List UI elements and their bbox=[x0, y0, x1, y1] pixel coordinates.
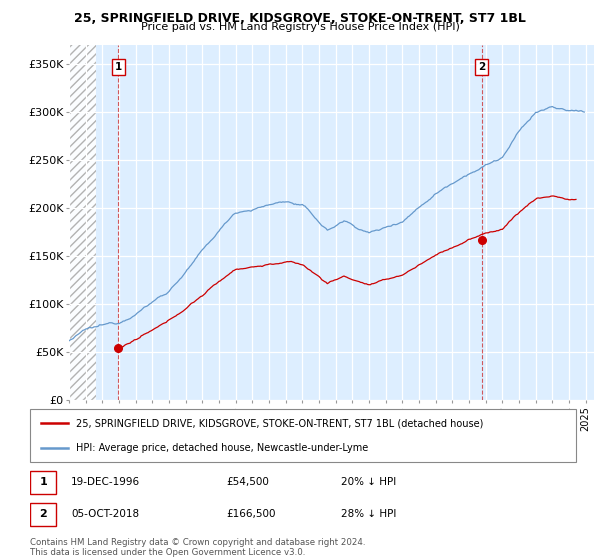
Text: 05-OCT-2018: 05-OCT-2018 bbox=[71, 508, 139, 519]
FancyBboxPatch shape bbox=[30, 503, 56, 526]
Text: £166,500: £166,500 bbox=[227, 508, 276, 519]
Text: 2: 2 bbox=[478, 62, 485, 72]
Text: 2: 2 bbox=[39, 508, 47, 519]
FancyBboxPatch shape bbox=[30, 409, 576, 462]
Text: 1: 1 bbox=[115, 62, 122, 72]
Text: 28% ↓ HPI: 28% ↓ HPI bbox=[341, 508, 397, 519]
Text: Contains HM Land Registry data © Crown copyright and database right 2024.
This d: Contains HM Land Registry data © Crown c… bbox=[30, 538, 365, 557]
Text: 25, SPRINGFIELD DRIVE, KIDSGROVE, STOKE-ON-TRENT, ST7 1BL (detached house): 25, SPRINGFIELD DRIVE, KIDSGROVE, STOKE-… bbox=[76, 418, 484, 428]
Text: HPI: Average price, detached house, Newcastle-under-Lyme: HPI: Average price, detached house, Newc… bbox=[76, 442, 368, 452]
FancyBboxPatch shape bbox=[30, 470, 56, 494]
Text: 25, SPRINGFIELD DRIVE, KIDSGROVE, STOKE-ON-TRENT, ST7 1BL: 25, SPRINGFIELD DRIVE, KIDSGROVE, STOKE-… bbox=[74, 12, 526, 25]
Text: Price paid vs. HM Land Registry's House Price Index (HPI): Price paid vs. HM Land Registry's House … bbox=[140, 22, 460, 32]
Text: 20% ↓ HPI: 20% ↓ HPI bbox=[341, 477, 397, 487]
Text: 1: 1 bbox=[39, 477, 47, 487]
Text: £54,500: £54,500 bbox=[227, 477, 269, 487]
Text: 19-DEC-1996: 19-DEC-1996 bbox=[71, 477, 140, 487]
